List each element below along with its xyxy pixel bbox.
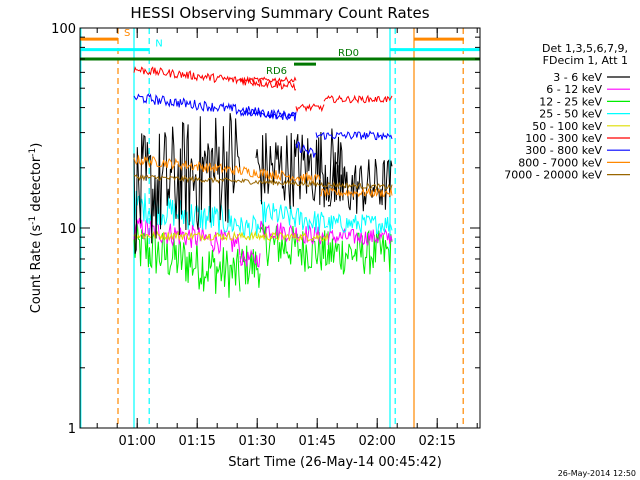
legend-item-label: 12 - 25 keV (539, 95, 602, 108)
series-trace (133, 155, 393, 198)
x-tick-label: 01:15 (178, 434, 215, 449)
y-axis-label: Count Rate (s-1 detector-1) (28, 143, 44, 314)
y-axis-label-end: ) (29, 143, 44, 148)
y-axis: 1 10 100 (51, 22, 480, 437)
legend-header-line2: FDecim 1, Att 1 (543, 54, 628, 67)
legend-item-label: 50 - 100 keV (532, 120, 602, 133)
legend-item-label: 3 - 6 keV (553, 71, 602, 84)
y-tick-label: 1 (68, 422, 76, 437)
legend-item-label: 800 - 7000 keV (518, 156, 602, 169)
legend-header-line1: Det 1,3,5,6,7,9, (542, 42, 628, 55)
x-tick-label: 02:00 (358, 434, 395, 449)
flag-bar-label: RD6 (266, 66, 287, 77)
series-trace (133, 230, 329, 242)
timestamp: 26-May-2014 12:50 (558, 469, 636, 478)
y-axis-label-main: Count Rate (s (29, 225, 44, 314)
series-trace (133, 219, 393, 298)
series-trace (133, 174, 393, 191)
flag-labels: S N RD6 RD0 (124, 28, 359, 77)
y-tick-label: 100 (51, 22, 76, 37)
legend-item-label: 25 - 50 keV (539, 108, 602, 121)
legend-item-label: 100 - 300 keV (525, 132, 602, 145)
y-axis-label-sup2: -1 (28, 148, 38, 157)
x-tick-label: 01:45 (298, 434, 335, 449)
series-trace (133, 66, 393, 113)
chart-title: HESSI Observing Summary Count Rates (130, 4, 429, 22)
legend-item-label: 7000 - 20000 keV (504, 169, 602, 182)
flag-bar-label: S (124, 28, 130, 39)
legend-item-label: 300 - 800 keV (525, 144, 602, 157)
vertical-lines (80, 28, 464, 428)
x-axis: 01:00 01:15 01:30 01:45 02:00 02:15 (96, 28, 478, 449)
y-axis-label-mid: detector (29, 156, 44, 216)
legend-item-label: 6 - 12 keV (546, 83, 602, 96)
y-axis-label-sup1: -1 (28, 216, 38, 225)
legend: Det 1,3,5,6,7,9, FDecim 1, Att 1 3 - 6 k… (504, 42, 630, 182)
flag-bar-label: RD0 (338, 48, 359, 59)
y-tick-label: 10 (59, 222, 76, 237)
x-tick-label: 01:00 (118, 434, 155, 449)
x-tick-label: 01:30 (238, 434, 275, 449)
flag-bar-label: N (155, 39, 162, 50)
x-tick-label: 02:15 (418, 434, 455, 449)
flag-bars (80, 37, 480, 66)
series-trace (133, 93, 393, 158)
x-axis-label: Start Time (26-May-14 00:45:42) (228, 455, 442, 470)
plot-area (80, 28, 480, 428)
series-layer (133, 66, 393, 298)
